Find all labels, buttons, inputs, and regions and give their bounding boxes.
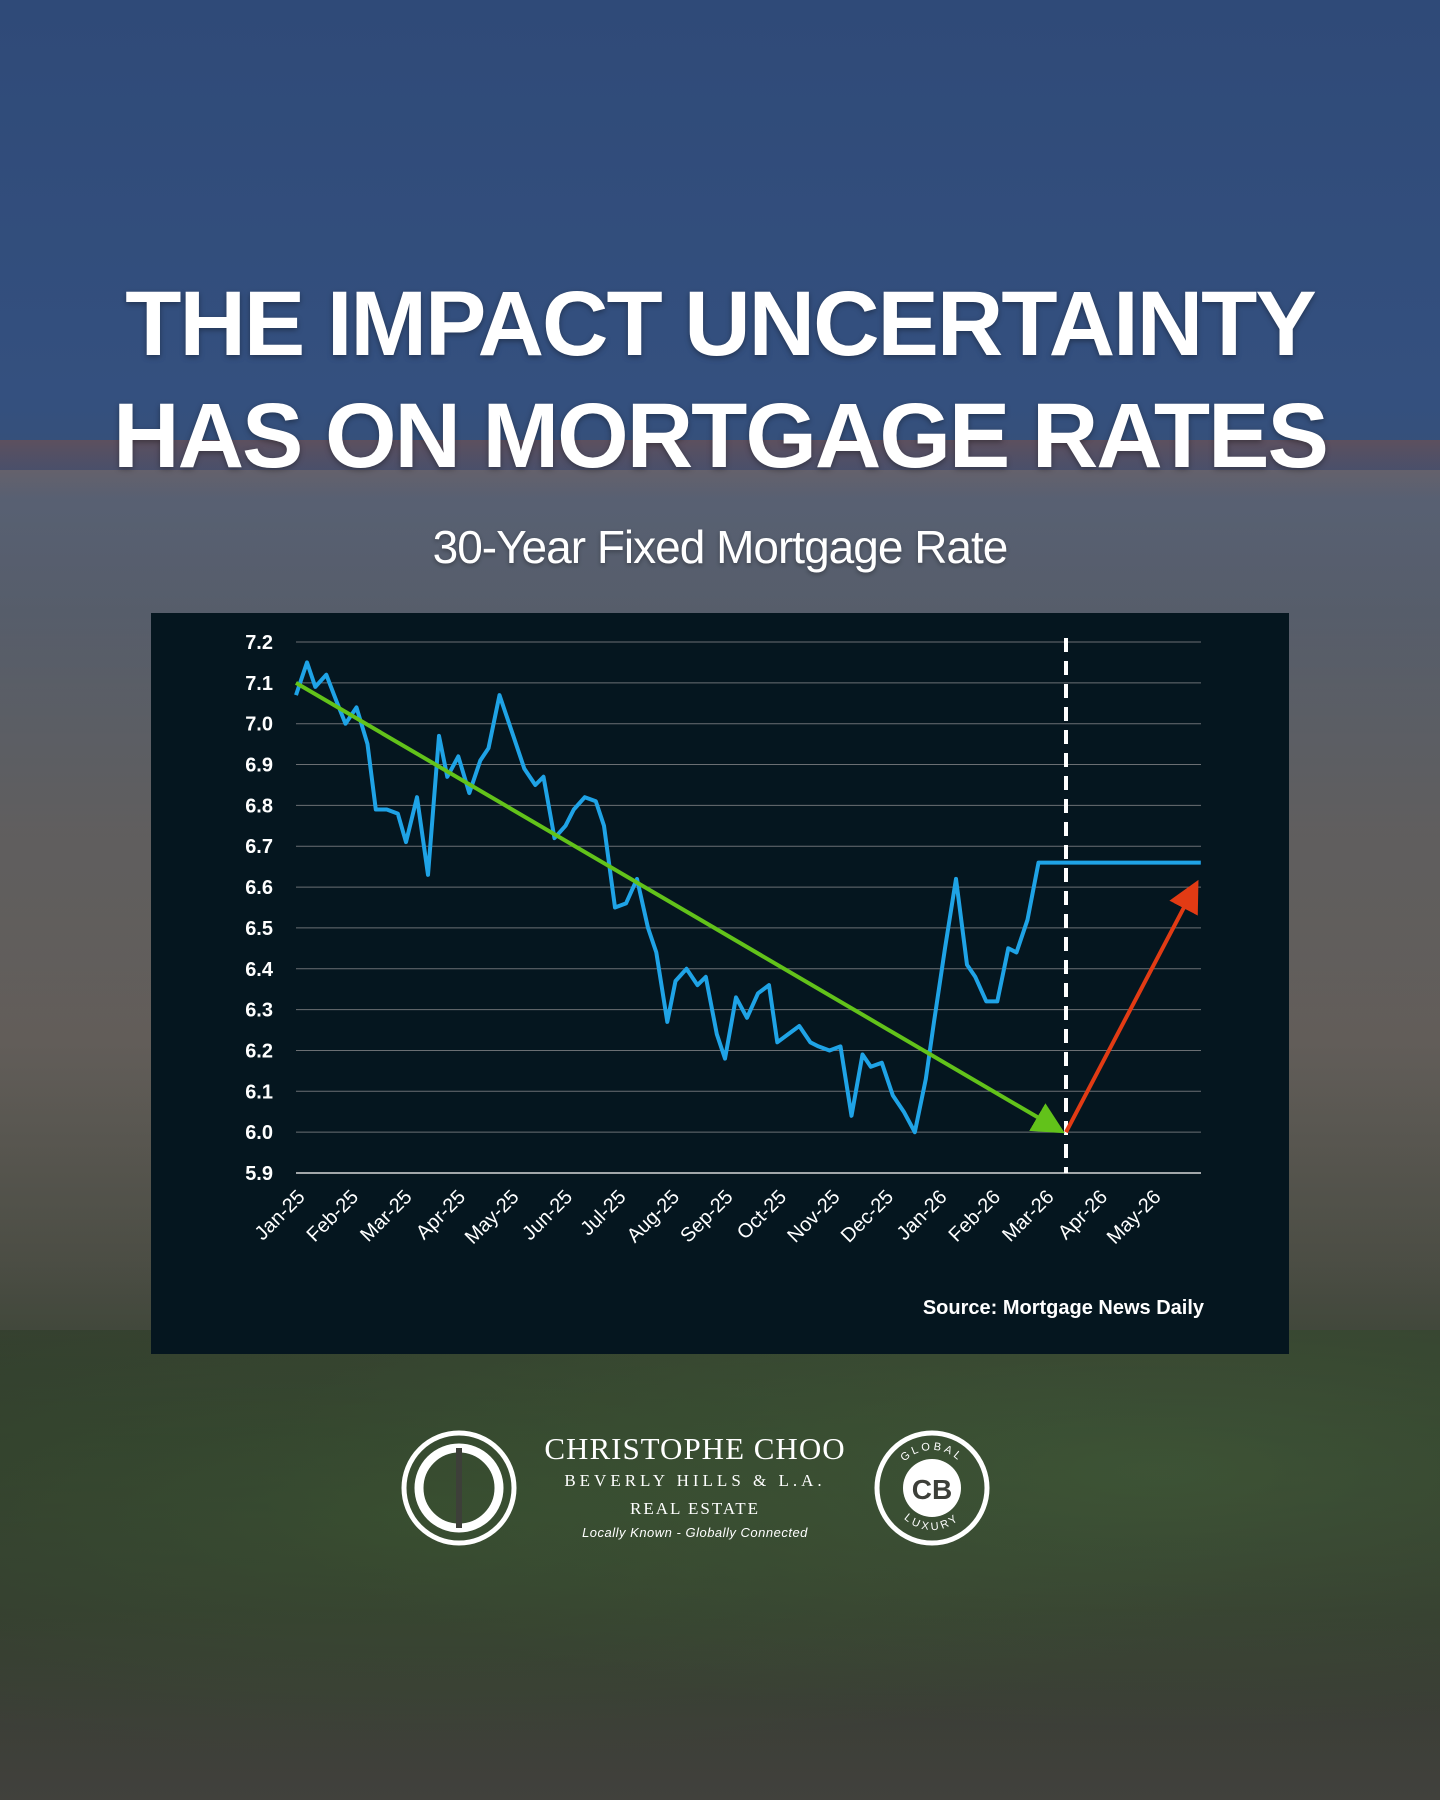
- title-line-1: THE IMPACT UNCERTAINTY: [125, 273, 1316, 375]
- x-tick-label: May-26: [1103, 1186, 1166, 1249]
- y-tick-label: 6.8: [245, 795, 273, 817]
- brand-text: CHRISTOPHE CHOO BEVERLY HILLS & L.A. REA…: [515, 1432, 875, 1544]
- footer-branding: CHRISTOPHE CHOO BEVERLY HILLS & L.A. REA…: [0, 1420, 1440, 1580]
- chart-panel: 7.2 7.1 7.0 6.9 6.8 6.7 6.6 6.5 6.4 6.3 6.2 6.1 6.0 5…: [151, 613, 1289, 1354]
- x-tick-label: Oct-25: [733, 1186, 791, 1244]
- chart-source: Source: Mortgage News Daily: [923, 1297, 1205, 1319]
- x-tick-label: Mar-26: [998, 1186, 1058, 1246]
- y-tick-label: 7.2: [245, 632, 273, 654]
- brand-real-estate: REAL ESTATE: [629, 1499, 761, 1518]
- mortgage-rate-chart: 7.2 7.1 7.0 6.9 6.8 6.7 6.6 6.5 6.4 6.3 6.2 6.1 6.0 5…: [245, 632, 1205, 1319]
- x-tick-label: Apr-26: [1054, 1186, 1112, 1244]
- x-tick-label: May-25: [461, 1186, 524, 1249]
- coldwell-banker-global-luxury-logo-icon: CB GLOBAL LUXURY: [874, 1430, 990, 1546]
- y-tick-label: 6.2: [245, 1040, 273, 1062]
- x-tick-label: Jan-25: [251, 1186, 310, 1245]
- y-tick-label: 6.0: [245, 1122, 273, 1144]
- y-tick-label: 6.3: [245, 1000, 273, 1022]
- x-tick-label: Apr-25: [412, 1186, 470, 1244]
- background-roof: [0, 440, 1440, 500]
- x-tick-label: Feb-26: [945, 1186, 1005, 1246]
- brand-name: CHRISTOPHE CHOO: [544, 1431, 846, 1466]
- title-line-2: HAS ON MORTGAGE RATES: [113, 385, 1329, 487]
- christophe-choo-logo-icon: [401, 1430, 517, 1546]
- up-trend-arrow: [1064, 879, 1199, 1134]
- x-tick-label: Sep-25: [676, 1186, 737, 1247]
- chart-subtitle: 30-Year Fixed Mortgage Rate: [432, 521, 1009, 573]
- y-tick-label: 7.1: [245, 673, 273, 695]
- y-tick-label: 6.7: [245, 836, 273, 858]
- page-title: THE IMPACT UNCERTAINTY HAS ON MORTGAGE R…: [0, 268, 1440, 492]
- badge-mark: CB: [912, 1474, 952, 1505]
- background-foliage: [0, 1330, 1440, 1800]
- y-tick-label: 6.5: [245, 918, 273, 940]
- x-tick-label: Jan-26: [893, 1186, 952, 1245]
- y-tick-label: 7.0: [245, 714, 273, 736]
- y-tick-label: 5.9: [245, 1163, 273, 1185]
- brand-tagline: Locally Known - Globally Connected: [582, 1525, 808, 1540]
- y-tick-label: 6.1: [245, 1081, 273, 1103]
- brand-location: BEVERLY HILLS & L.A.: [564, 1471, 826, 1490]
- y-tick-label: 6.4: [245, 959, 274, 981]
- x-tick-label: Dec-25: [837, 1186, 898, 1247]
- x-tick-label: Jun-25: [518, 1186, 577, 1245]
- down-trend-arrow: [294, 681, 1065, 1134]
- y-tick-label: 6.9: [245, 755, 273, 777]
- x-tick-label: Nov-25: [783, 1186, 844, 1247]
- x-tick-label: Mar-25: [356, 1186, 416, 1246]
- x-tick-label: Feb-25: [303, 1186, 363, 1246]
- y-tick-label: 6.6: [245, 877, 273, 899]
- x-tick-label: Aug-25: [623, 1186, 684, 1247]
- series-line-mortgage-rate: [294, 660, 1201, 1135]
